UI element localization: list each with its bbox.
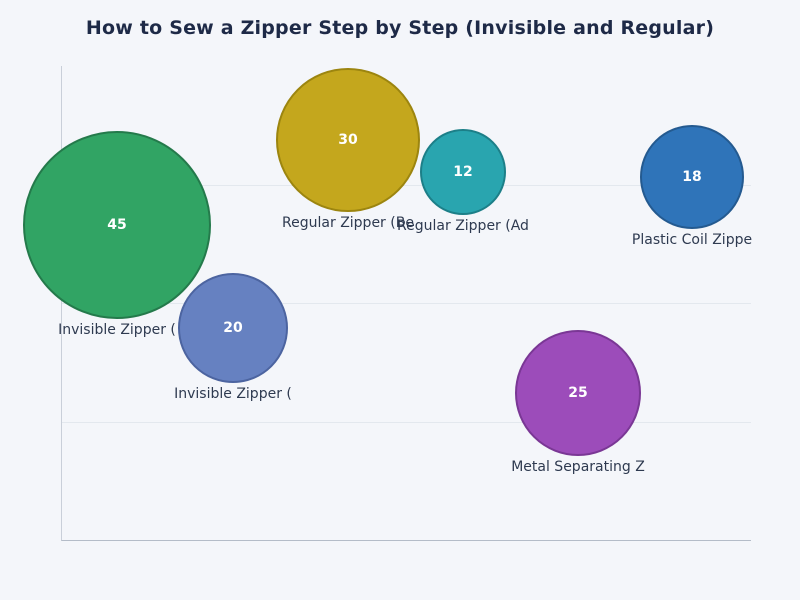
bubble-point[interactable]: 45: [23, 131, 211, 319]
bubble-point[interactable]: 30: [276, 68, 420, 212]
horizontal-gridline: [62, 184, 751, 186]
bubble-value: 12: [453, 164, 473, 180]
bubble-value: 20: [223, 320, 243, 336]
bubble-point[interactable]: 20: [178, 273, 288, 383]
bubble-value: 18: [682, 169, 702, 185]
bubble-point[interactable]: 12: [420, 129, 506, 215]
horizontal-gridline: [62, 303, 751, 304]
bubble-point[interactable]: 18: [640, 125, 744, 229]
bubble-value: 30: [338, 132, 358, 148]
bubble-point[interactable]: 25: [515, 330, 641, 456]
plot-area: [61, 66, 751, 541]
chart-title: How to Sew a Zipper Step by Step (Invisi…: [85, 17, 715, 39]
bubble-value: 25: [568, 385, 588, 401]
horizontal-gridline: [62, 421, 751, 423]
bubble-value: 45: [107, 217, 127, 233]
